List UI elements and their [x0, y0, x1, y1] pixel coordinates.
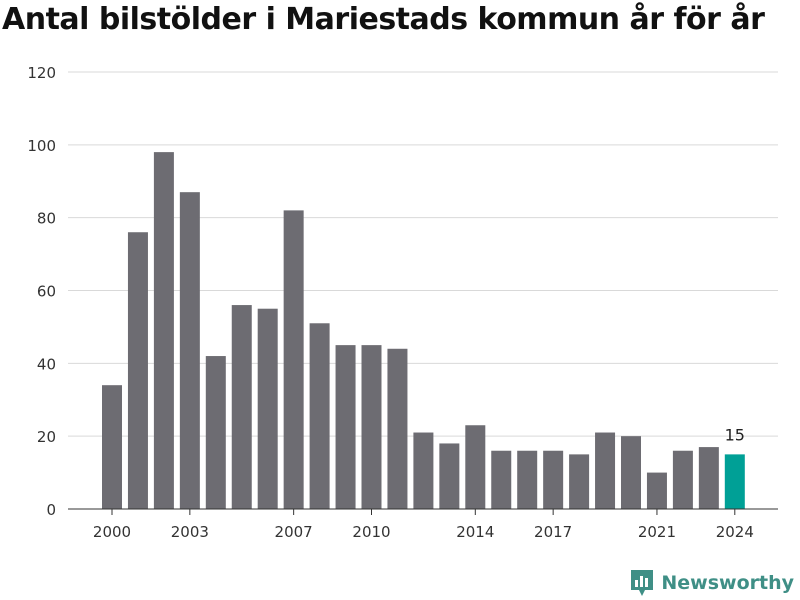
- y-axis-ticks: 0 20 40 60 80 100 120: [27, 64, 56, 519]
- data-label-highlight: 15: [725, 425, 745, 444]
- bar-2017: [543, 450, 564, 509]
- bar-2008: [309, 323, 330, 509]
- bar-2016: [517, 450, 538, 509]
- y-tick-label: 80: [37, 210, 56, 228]
- x-tick-label: 2014: [456, 523, 494, 541]
- y-tick-label: 0: [46, 501, 56, 519]
- data-labels: 15: [725, 425, 745, 444]
- bar-2018: [569, 454, 590, 509]
- bar-2001: [127, 232, 148, 509]
- bar-2005: [231, 305, 252, 509]
- bar-2021: [646, 472, 667, 509]
- y-tick-label: 120: [27, 64, 56, 82]
- bar-2007: [283, 210, 304, 509]
- x-tick-label: 2017: [534, 523, 572, 541]
- y-tick-label: 20: [37, 428, 56, 446]
- brand-logo[interactable]: Newsworthy: [629, 568, 794, 598]
- brand-name: Newsworthy: [661, 572, 794, 594]
- bar-2022: [672, 450, 693, 509]
- bar-2006: [257, 308, 278, 509]
- bar-2015: [491, 450, 512, 509]
- x-tick-label: 2000: [93, 523, 131, 541]
- bars: [68, 152, 778, 510]
- y-tick-label: 100: [27, 137, 56, 155]
- bar-2012: [413, 432, 434, 509]
- bar-2019: [595, 432, 616, 509]
- x-tick-label: 2007: [275, 523, 313, 541]
- y-tick-label: 40: [37, 355, 56, 373]
- x-tick-label: 2003: [171, 523, 209, 541]
- bar-2010: [361, 345, 382, 509]
- x-axis-ticks: 2000 2003 2007 2010 2014 2017 2021 2024: [93, 509, 754, 541]
- x-tick-label: 2024: [716, 523, 754, 541]
- bar-2024: [724, 454, 745, 509]
- x-tick-label: 2021: [638, 523, 676, 541]
- bar-2013: [439, 443, 460, 509]
- bar-2002: [153, 152, 174, 509]
- chart-title: Antal bilstölder i Mariestads kommun år …: [2, 2, 765, 37]
- bar-2014: [465, 425, 486, 509]
- bar-2011: [387, 348, 408, 509]
- gridlines: [68, 71, 778, 437]
- y-tick-label: 60: [37, 283, 56, 301]
- bar-2003: [179, 192, 200, 510]
- bar-2020: [621, 436, 641, 509]
- bar-2000: [102, 385, 122, 509]
- bar-2023: [698, 447, 719, 509]
- x-tick-label: 2010: [352, 523, 390, 541]
- bar-2004: [205, 356, 226, 509]
- bar-2009: [335, 345, 356, 509]
- newsworthy-logo-icon: [631, 570, 654, 596]
